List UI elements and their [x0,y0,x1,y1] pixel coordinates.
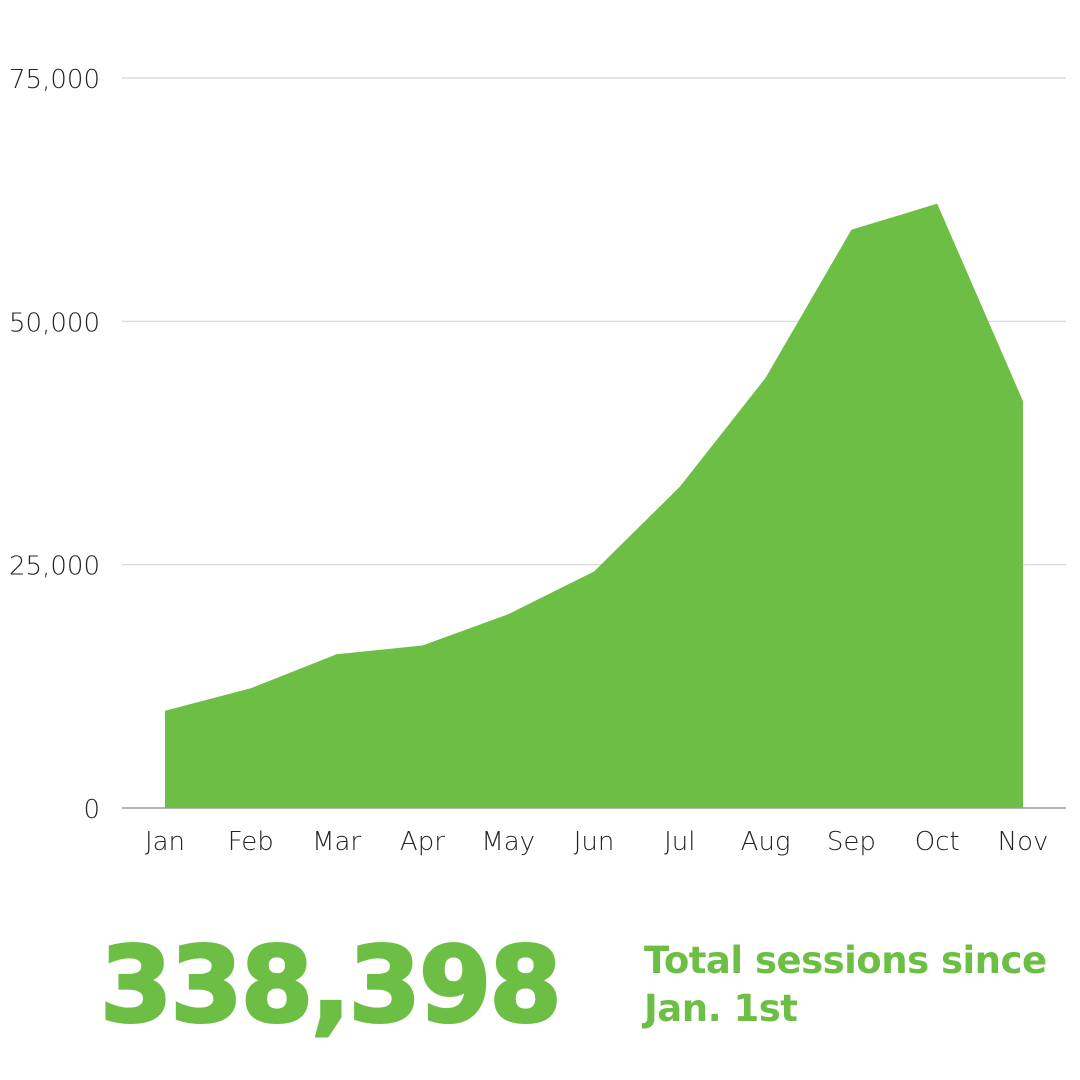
x-tick-label: Mar [312,827,361,857]
x-axis-tick-labels: Jan Feb Mar Apr May Jun Jul Aug Sep Oct Nov [145,827,1048,857]
x-tick-label: Oct [915,827,960,857]
area-series [165,203,1023,809]
x-tick-label: Aug [741,827,791,857]
x-tick-label: Jul [664,827,695,857]
sessions-area-chart: 0 25,000 50,000 75,000 Jan Feb Mar Apr May Jun Ju… [9,65,1066,857]
sessions-summary: 338,398 Total sessions since Jan. 1st [99,924,1060,1047]
area-series-fill [165,203,1023,809]
x-tick-label: May [481,827,535,857]
x-tick-label: Feb [228,827,274,857]
x-tick-label: Jun [574,827,615,857]
total-sessions-caption: Total sessions since Jan. 1st [644,937,1064,1033]
caption-line-1: Total sessions since [644,939,1047,982]
caption-line-2: Jan. 1st [644,987,798,1030]
x-tick-label: Apr [400,827,445,857]
y-tick-label: 25,000 [9,552,100,582]
y-tick-label: 0 [83,795,100,825]
y-tick-label: 50,000 [9,308,100,338]
x-tick-label: Jan [145,827,185,857]
x-tick-label: Sep [827,827,876,857]
x-tick-label: Nov [998,827,1049,857]
total-sessions-value: 338,398 [99,924,564,1047]
y-axis-tick-labels: 0 25,000 50,000 75,000 [9,65,100,825]
y-tick-label: 75,000 [9,65,100,95]
